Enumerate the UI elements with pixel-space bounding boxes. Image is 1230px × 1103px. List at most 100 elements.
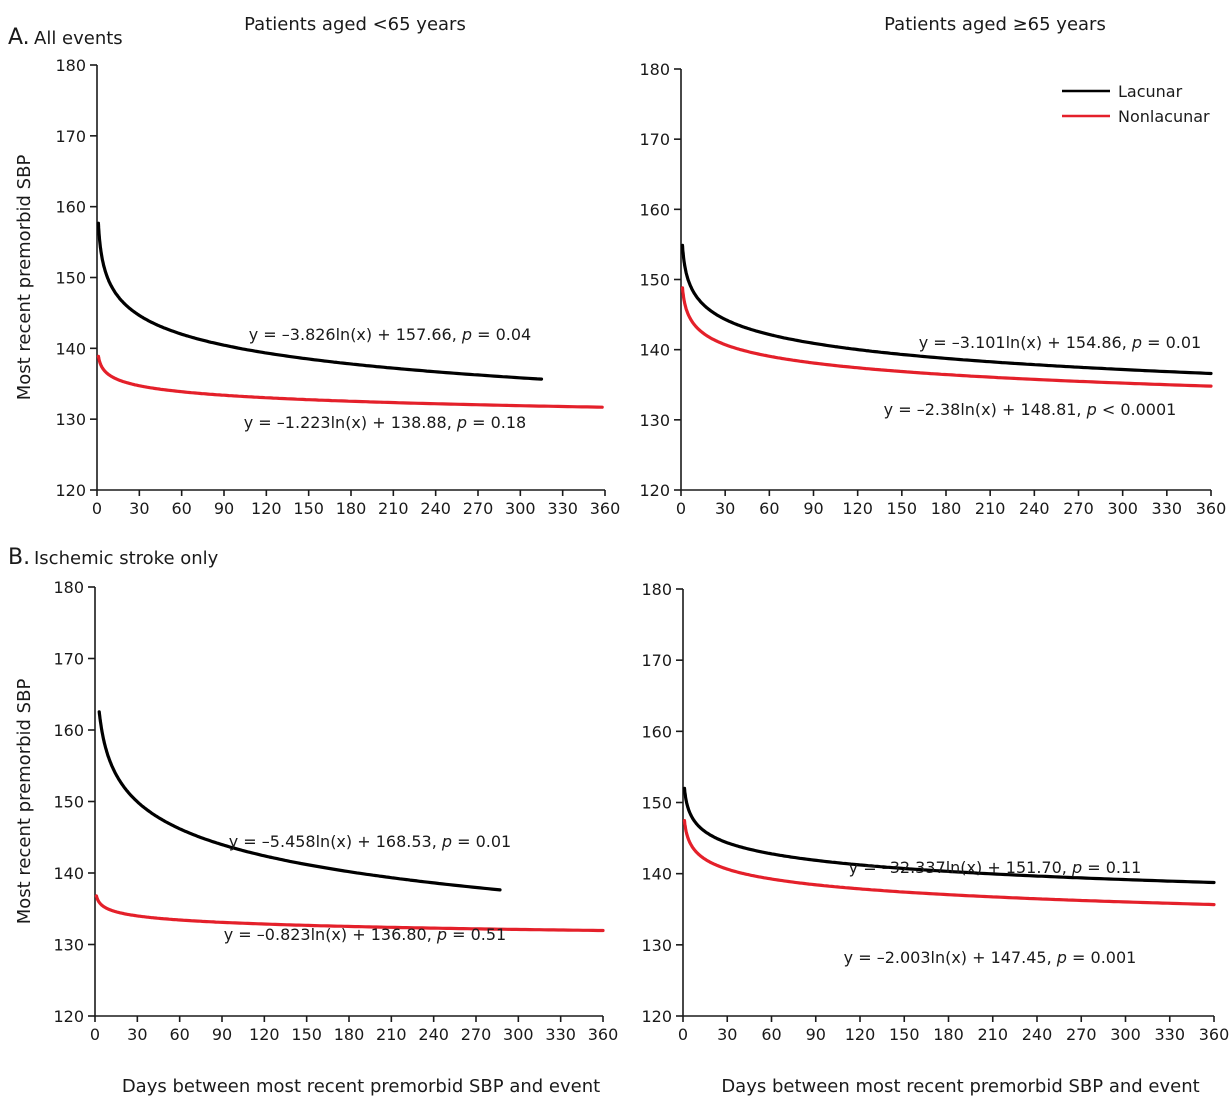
y-tick-label: 130 — [639, 411, 670, 430]
x-tick-label: 150 — [293, 499, 324, 518]
x-tick-label: 150 — [889, 1025, 920, 1044]
y-tick-label: 140 — [641, 865, 672, 884]
y-tick-label: 170 — [53, 650, 84, 669]
section-b-label: Ischemic stroke only — [34, 548, 219, 569]
x-tick-label: 270 — [1066, 1025, 1097, 1044]
equation-lacunar: y = –5.458ln(x) + 168.53, p = 0.01 — [229, 832, 511, 851]
y-tick-label: 120 — [55, 481, 86, 500]
equation-nonlacunar: y = –2.003ln(x) + 147.45, p = 0.001 — [844, 948, 1137, 967]
x-tick-label: 300 — [505, 499, 536, 518]
y-tick-label: 170 — [639, 130, 670, 149]
y-tick-label: 160 — [641, 722, 672, 741]
x-tick-label: 180 — [933, 1025, 964, 1044]
x-tick-label: 90 — [214, 499, 234, 518]
y-tick-label: 140 — [53, 864, 84, 883]
chart-panel-a-left: 120 130 140 150 160 170 180 0 30 60 90 120 150 180 210… — [14, 56, 620, 518]
legend-label-nonlacunar: Nonlacunar — [1118, 107, 1210, 126]
y-tick-label: 180 — [53, 578, 84, 597]
y-tick-label: 120 — [639, 481, 670, 500]
x-tick-label: 120 — [249, 1025, 280, 1044]
x-tick-label: 210 — [977, 1025, 1008, 1044]
column-header-right: Patients aged ≥65 years — [884, 14, 1106, 35]
series-line-nonlacunar — [94, 894, 605, 933]
x-tick-label: 90 — [803, 499, 823, 518]
x-tick-label: 150 — [887, 499, 918, 518]
x-axis-label: Days between most recent premorbid SBP a… — [122, 1076, 600, 1097]
x-tick-label: 210 — [376, 1025, 407, 1044]
y-tick-label: 120 — [53, 1007, 84, 1026]
y-tick-label: 130 — [53, 936, 84, 955]
x-tick-label: 360 — [588, 1025, 619, 1044]
y-tick-label: 140 — [639, 341, 670, 360]
y-tick-label: 150 — [641, 794, 672, 813]
x-tick-label: 330 — [545, 1025, 576, 1044]
y-tick-label: 150 — [55, 269, 86, 288]
x-tick-label: 330 — [547, 499, 578, 518]
x-tick-label: 120 — [251, 499, 282, 518]
x-tick-label: 210 — [378, 499, 409, 518]
y-tick-label: 160 — [53, 721, 84, 740]
series-line-nonlacunar — [682, 818, 1216, 907]
y-tick-label: 150 — [639, 271, 670, 290]
x-tick-label: 90 — [806, 1025, 826, 1044]
x-tick-label: 0 — [90, 1025, 100, 1044]
y-tick-label: 180 — [641, 580, 672, 599]
x-tick-label: 120 — [842, 499, 873, 518]
x-tick-label: 270 — [1063, 499, 1094, 518]
series-line-nonlacunar — [96, 354, 604, 409]
legend: Lacunar Nonlacunar — [1062, 82, 1210, 126]
chart-panel-b-right: 120 130 140 150 160 170 180 0 30 60 90 120 150 180 210… — [641, 580, 1229, 1097]
x-tick-label: 30 — [127, 1025, 147, 1044]
y-axis-label: Most recent premorbid SBP — [14, 679, 35, 925]
x-tick-label: 180 — [334, 1025, 365, 1044]
x-axis-label: Days between most recent premorbid SBP a… — [721, 1076, 1199, 1097]
section-a-label: All events — [34, 28, 123, 49]
x-tick-label: 30 — [129, 499, 149, 518]
x-tick-label: 300 — [503, 1025, 534, 1044]
series-line-lacunar — [682, 786, 1216, 885]
x-tick-label: 60 — [169, 1025, 189, 1044]
x-tick-label: 60 — [761, 1025, 781, 1044]
x-tick-label: 360 — [590, 499, 621, 518]
x-tick-label: 60 — [171, 499, 191, 518]
equation-nonlacunar: y = –1.223ln(x) + 138.88, p = 0.18 — [244, 413, 526, 432]
y-tick-label: 140 — [55, 339, 86, 358]
section-b-letter: B. — [8, 545, 30, 570]
y-tick-label: 180 — [639, 60, 670, 79]
x-tick-label: 330 — [1154, 1025, 1185, 1044]
x-tick-label: 240 — [1019, 499, 1050, 518]
x-tick-label: 0 — [92, 499, 102, 518]
equation-nonlacunar: y = –2.38ln(x) + 148.81, p < 0.0001 — [884, 400, 1177, 419]
series-line-lacunar — [97, 710, 502, 892]
x-tick-label: 60 — [759, 499, 779, 518]
y-tick-label: 130 — [641, 936, 672, 955]
column-header-left: Patients aged <65 years — [244, 14, 466, 35]
chart-panel-a-right: 120 130 140 150 160 170 180 0 30 60 90 120 150 180 210… — [639, 60, 1226, 518]
equation-lacunar: y = –32.337ln(x) + 151.70, p = 0.11 — [849, 858, 1142, 877]
y-tick-label: 170 — [641, 651, 672, 670]
x-tick-label: 210 — [975, 499, 1006, 518]
y-tick-label: 130 — [55, 410, 86, 429]
x-tick-label: 240 — [420, 499, 451, 518]
x-tick-label: 300 — [1107, 499, 1138, 518]
y-tick-label: 160 — [55, 198, 86, 217]
x-tick-label: 150 — [291, 1025, 322, 1044]
x-tick-label: 0 — [678, 1025, 688, 1044]
section-a-letter: A. — [8, 25, 30, 50]
y-tick-label: 170 — [55, 127, 86, 146]
series-line-lacunar — [96, 221, 544, 381]
y-tick-label: 180 — [55, 56, 86, 75]
x-tick-label: 90 — [212, 1025, 232, 1044]
series-line-nonlacunar — [680, 286, 1213, 388]
x-tick-label: 360 — [1196, 499, 1227, 518]
x-tick-label: 0 — [676, 499, 686, 518]
x-tick-label: 180 — [336, 499, 367, 518]
chart-panel-b-left: 120 130 140 150 160 170 180 0 30 60 90 120 150 180 210… — [14, 578, 618, 1097]
x-tick-label: 300 — [1110, 1025, 1141, 1044]
x-tick-label: 330 — [1152, 499, 1183, 518]
x-tick-label: 240 — [1022, 1025, 1053, 1044]
x-tick-label: 120 — [845, 1025, 876, 1044]
y-axis-label: Most recent premorbid SBP — [14, 155, 35, 401]
x-tick-label: 240 — [418, 1025, 449, 1044]
